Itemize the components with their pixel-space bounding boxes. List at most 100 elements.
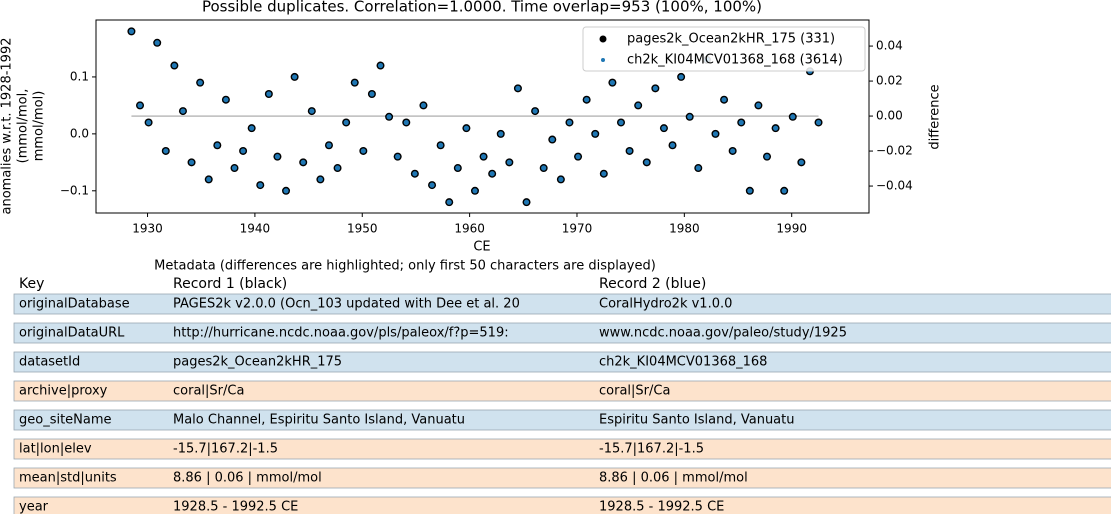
y2-axis-label: difference xyxy=(928,84,943,149)
data-point xyxy=(317,176,323,183)
data-point xyxy=(334,165,341,171)
data-point xyxy=(644,159,650,165)
table-row xyxy=(13,496,1111,514)
data-point xyxy=(798,159,804,165)
data-point xyxy=(266,91,272,97)
table-cell: coral|Sr/Ca xyxy=(599,384,670,399)
data-point xyxy=(506,159,512,165)
data-point xyxy=(163,148,169,154)
data-point xyxy=(197,80,203,86)
table-cell: year xyxy=(19,500,49,514)
table-cell: originalDataURL xyxy=(19,326,125,341)
data-point xyxy=(240,148,246,154)
legend-label: pages2k_Ocean2kHR_175 (331) xyxy=(627,32,835,47)
data-point xyxy=(137,102,143,108)
data-point xyxy=(575,154,581,160)
table-cell: -15.7|167.2|-1.5 xyxy=(173,442,278,457)
table-row xyxy=(13,351,1111,373)
data-point xyxy=(584,97,590,103)
data-point xyxy=(755,102,762,108)
table-row xyxy=(13,380,1111,402)
data-point xyxy=(592,131,598,137)
data-point xyxy=(480,154,487,160)
data-point xyxy=(231,165,238,171)
table-cell: PAGES2k v2.0.0 (Ocn_103 updated with Dee… xyxy=(173,297,520,312)
data-point xyxy=(326,142,332,148)
data-point xyxy=(523,199,530,205)
table-caption: Metadata (differences are highlighted; o… xyxy=(154,259,656,274)
data-point xyxy=(635,102,641,108)
data-point xyxy=(455,165,461,171)
y2-tick-label: −0.04 xyxy=(876,179,913,193)
data-point xyxy=(815,119,822,126)
data-point xyxy=(730,148,736,154)
data-point xyxy=(687,114,693,120)
x-tick-label: 1970 xyxy=(562,222,593,236)
data-point xyxy=(661,125,667,131)
table-cell: originalDatabase xyxy=(19,297,130,312)
data-point xyxy=(300,159,306,165)
data-point xyxy=(386,114,392,120)
data-point xyxy=(146,119,152,126)
data-point xyxy=(257,182,263,188)
data-point xyxy=(781,188,787,194)
table-row xyxy=(13,467,1111,489)
data-point xyxy=(128,28,135,34)
data-point xyxy=(695,165,701,171)
table-cell: coral|Sr/Ca xyxy=(173,384,244,399)
data-point xyxy=(188,159,195,165)
y2-tick-label: 0.00 xyxy=(876,109,903,123)
metadata-table: Key Record 1 (black) Record 2 (blue) origin… xyxy=(13,276,1111,514)
plot: 1930 1940 1950 1960 1970 1980 1990 −0.1 0.0 0.1 −0… xyxy=(60,19,913,236)
x-tick-label: 1980 xyxy=(669,222,700,236)
table-cell: http://hurricane.ncdc.noaa.gov/pls/paleo… xyxy=(173,326,509,341)
table-header: Key xyxy=(19,276,44,292)
data-point xyxy=(171,62,177,69)
data-point xyxy=(669,142,676,148)
data-point xyxy=(420,102,427,108)
legend-label: ch2k_KI04MCV01368_168 (3614) xyxy=(627,53,843,68)
data-point xyxy=(738,119,744,126)
data-point xyxy=(343,119,349,126)
data-point xyxy=(180,108,186,114)
data-point xyxy=(438,142,444,148)
data-point xyxy=(403,119,409,126)
table-cell: pages2k_Ocean2kHR_175 xyxy=(173,355,342,370)
table-cell: Malo Channel, Espiritu Santo Island, Van… xyxy=(173,413,465,428)
y-axis-label: anomalies w.r.t. 1928-1992 xyxy=(0,38,15,215)
data-point xyxy=(558,176,564,183)
data-point xyxy=(609,80,616,86)
y-tick-label: 0.0 xyxy=(70,126,89,140)
data-point xyxy=(678,74,684,80)
data-point xyxy=(721,97,727,103)
y2-tick-label: −0.02 xyxy=(876,144,913,158)
data-point xyxy=(549,136,555,143)
data-point xyxy=(206,176,212,183)
table-cell: Espiritu Santo Island, Vanuatu xyxy=(599,413,795,428)
table-cell: lat|lon|elev xyxy=(19,442,92,457)
data-point xyxy=(283,188,289,194)
x-tick-label: 1990 xyxy=(776,222,807,236)
y2-tick-label: 0.02 xyxy=(876,74,903,88)
table-cell: 8.86 | 0.06 | mmol/mol xyxy=(173,471,322,486)
data-point xyxy=(463,125,469,131)
y-axis-label: (mmol/mol, xyxy=(16,89,31,164)
data-point xyxy=(652,85,658,91)
table-header: Record 2 (blue) xyxy=(599,276,706,292)
data-point xyxy=(360,148,366,154)
y-axis-label: mmol/mol) xyxy=(32,91,47,162)
data-point xyxy=(626,148,633,154)
table-cell: www.ncdc.noaa.gov/paleo/study/1925 xyxy=(599,326,847,341)
y-tick-label: 0.1 xyxy=(70,69,89,83)
table-cell: geo_siteName xyxy=(19,413,112,428)
data-point xyxy=(472,188,478,194)
table-row xyxy=(13,322,1111,344)
data-point xyxy=(772,125,779,131)
table-row xyxy=(13,409,1111,431)
legend-box xyxy=(582,26,866,72)
data-point xyxy=(214,142,220,148)
data-point xyxy=(618,119,624,126)
data-point xyxy=(249,125,255,131)
data-point xyxy=(292,74,298,80)
